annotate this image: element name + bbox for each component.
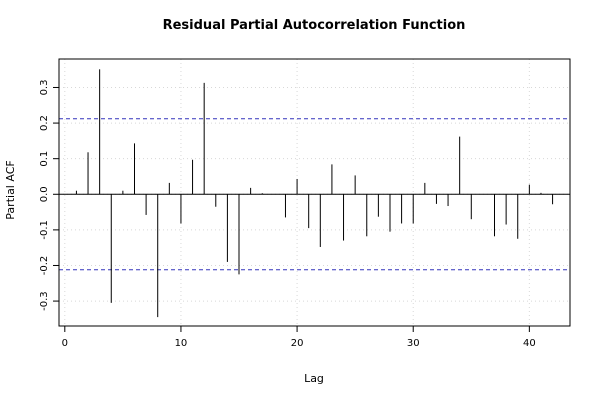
x-tick-label: 0 (62, 338, 68, 349)
x-tick-label: 20 (291, 338, 304, 349)
y-tick-label: 0.0 (39, 186, 50, 202)
y-tick-label: -0.1 (39, 220, 50, 240)
x-axis: 0 10 20 30 40 (62, 326, 536, 349)
y-axis: -0.3 -0.2 -0.1 0.0 0.1 0.2 0.3 (39, 80, 59, 311)
y-tick-label: -0.2 (39, 256, 50, 276)
chart-title: Residual Partial Autocorrelation Functio… (163, 18, 466, 33)
pacf-bars (75, 69, 554, 318)
grid (59, 59, 570, 326)
y-axis-label: Partial ACF (4, 160, 17, 219)
y-tick-label: 0.3 (39, 80, 50, 96)
plot-frame (58, 58, 571, 327)
y-tick-label: -0.3 (39, 291, 50, 311)
x-tick-label: 10 (175, 338, 188, 349)
x-axis-label: Lag (304, 372, 324, 385)
y-tick-label: 0.1 (39, 151, 50, 167)
y-tick-label: 0.2 (39, 115, 50, 131)
confidence-bounds (59, 118, 570, 271)
x-tick-label: 40 (523, 338, 536, 349)
x-tick-label: 30 (407, 338, 420, 349)
